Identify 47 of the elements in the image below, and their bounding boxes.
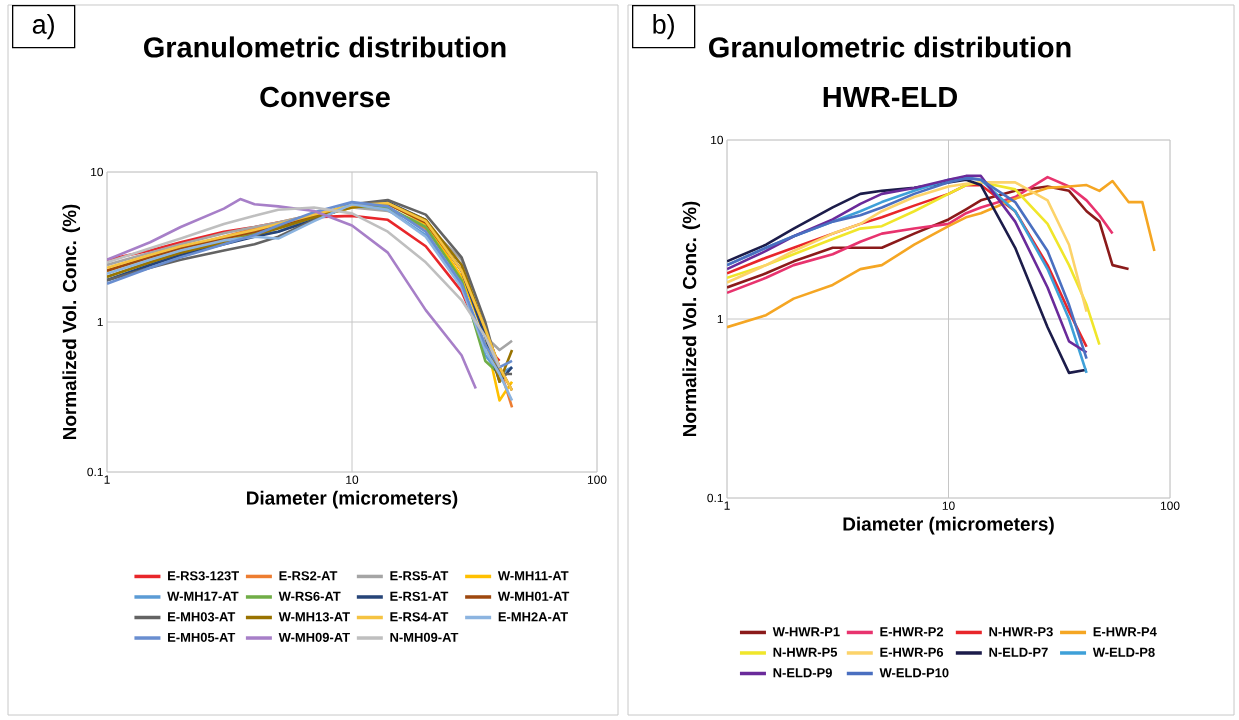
legend-label: W-HWR-P1 (772, 627, 840, 637)
legend-label: N-HWR-P5 (773, 647, 838, 657)
legend-label: E-RS3-123T (168, 571, 239, 581)
legend-label: E-RS1-AT (390, 591, 449, 601)
y-tick-label: 1 (97, 317, 103, 327)
legend-label: N-ELD-P9 (773, 668, 832, 678)
legend-label: W-MH01-AT (497, 591, 570, 601)
x-axis-title: Diameter (micrometers) (247, 490, 458, 509)
x-tick-label: 10 (942, 501, 955, 510)
legend-label: W-RS6-AT (278, 591, 341, 601)
x-axis-title: Diameter (micrometers) (843, 516, 1054, 535)
legend-label: N-ELD-P7 (989, 647, 1048, 657)
chart-title: Granulometric distribution (709, 36, 1071, 58)
legend-label: W-MH09-AT (278, 632, 350, 642)
legend-label: W-MH17-AT (167, 591, 239, 601)
legend-label: W-MH13-AT (278, 612, 350, 622)
legend-label: N-MH09-AT (390, 632, 459, 642)
x-tick-label: 100 (587, 475, 607, 484)
chart-subtitle: Converse (260, 86, 390, 108)
y-tick-label: 0.1 (87, 467, 103, 477)
x-tick-label: 1 (104, 475, 110, 484)
y-tick-label: 10 (91, 167, 104, 177)
legend-label: E-RS2-AT (279, 571, 338, 581)
legend-label: E-RS5-AT (390, 571, 449, 581)
text: a) (32, 14, 54, 40)
y-tick-label: 0.1 (707, 493, 723, 503)
y-axis-title: Normalized Vol. Conc. (%) (62, 204, 81, 440)
y-tick-label: 1 (717, 314, 723, 324)
x-tick-label: 1 (724, 501, 730, 510)
text: b) (653, 14, 674, 40)
legend-label: N-HWR-P3 (989, 627, 1053, 637)
legend-label: E-HWR-P2 (880, 627, 944, 637)
y-tick-label: 10 (711, 135, 724, 145)
legend-label: E-HWR-P6 (880, 647, 944, 657)
legend-label: E-MH2A-AT (498, 612, 568, 622)
legend-label: W-MH11-AT (497, 571, 569, 581)
x-tick-label: 100 (1160, 501, 1180, 510)
y-axis-title: Normalized Vol. Conc. (%) (682, 201, 701, 437)
chart-title: Granulometric distribution (144, 36, 506, 58)
legend-label: W-ELD-P10 (879, 668, 949, 678)
legend-label: W-ELD-P8 (1092, 647, 1155, 657)
legend-label: E-RS4-AT (390, 612, 449, 622)
legend-label: E-MH05-AT (168, 632, 236, 642)
chart-subtitle: HWR-ELD (823, 87, 957, 107)
x-tick-label: 10 (346, 475, 359, 484)
legend-label: E-HWR-P4 (1093, 627, 1157, 637)
legend-label: E-MH03-AT (168, 612, 236, 622)
